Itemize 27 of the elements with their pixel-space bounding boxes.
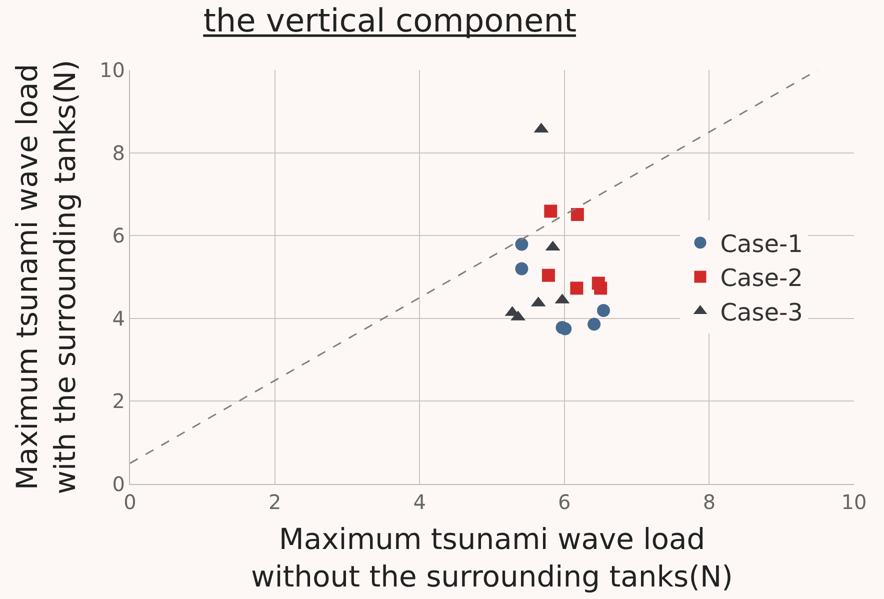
x-tick-label: 8 — [702, 490, 716, 514]
point — [570, 282, 584, 295]
y-tick-label: 4 — [112, 306, 125, 330]
y-tick-label: 0 — [112, 472, 125, 496]
legend-label: Case-1 — [720, 230, 803, 258]
x-tick-label: 2 — [268, 490, 282, 514]
point — [597, 304, 610, 318]
y-tick-label: 10 — [100, 58, 125, 82]
point — [515, 238, 528, 251]
point — [515, 262, 528, 276]
point — [588, 318, 601, 331]
chart-title: the vertical component — [203, 1, 577, 40]
x-tick-label: 10 — [841, 490, 867, 514]
legend-label: Case-3 — [720, 298, 803, 326]
x-tick-label: 6 — [558, 490, 571, 514]
x-axis-title: Maximum tsunami wave load without the surrounding tanks(N) — [251, 522, 733, 594]
y-tick-label: 6 — [112, 224, 125, 248]
x-tick-label: 4 — [413, 490, 426, 514]
point — [558, 322, 572, 336]
y-tick-label: 2 — [112, 389, 125, 414]
point — [570, 208, 584, 221]
y-tick-label: 8 — [112, 140, 125, 165]
point — [544, 204, 558, 218]
y-axis-title: Maximum tsunami wave load with the surrounding tanks(N) — [10, 60, 82, 494]
legend-label: Case-2 — [720, 264, 803, 292]
point — [594, 282, 608, 295]
point — [542, 268, 555, 282]
